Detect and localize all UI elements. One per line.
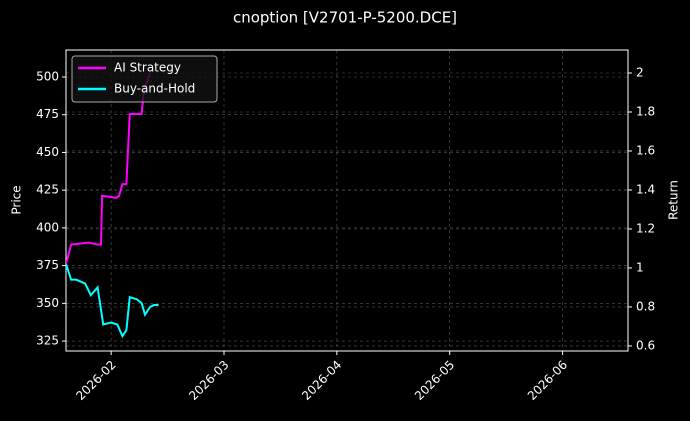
legend-label: Buy-and-Hold [114, 82, 195, 96]
chart-title: cnoption [V2701-P-5200.DCE] [233, 9, 457, 27]
y-tick-label: 450 [36, 145, 59, 159]
y-tick-label: 425 [36, 183, 59, 197]
y-tick-label: 375 [36, 258, 59, 272]
x-tick-label: 2026-05 [412, 358, 457, 403]
legend-box [71, 55, 218, 103]
y-tick-label: 500 [36, 70, 59, 84]
x-tick-label: 2026-02 [73, 358, 118, 403]
y2-tick-label: 1.8 [636, 104, 655, 118]
y2-tick-label: 1.6 [636, 143, 655, 157]
y2-tick-label: 0.6 [636, 338, 655, 352]
x-tick-label: 2026-04 [299, 358, 344, 403]
y2-axis-label: Return [667, 180, 681, 220]
series-line [66, 72, 152, 265]
x-tick-label: 2026-03 [186, 358, 231, 403]
y-axis-label: Price [10, 185, 24, 214]
y2-tick-label: 1.2 [636, 221, 655, 235]
legend-label: AI Strategy [114, 61, 181, 75]
y2-tick-label: 2 [636, 66, 644, 80]
y2-tick-label: 1.4 [636, 182, 655, 196]
y-tick-label: 325 [36, 334, 59, 348]
x-tick-label: 2026-06 [525, 358, 570, 403]
y-tick-label: 350 [36, 296, 59, 310]
y-tick-label: 475 [36, 107, 59, 121]
series-line [66, 263, 159, 339]
y2-tick-label: 1 [636, 260, 644, 274]
y-tick-label: 400 [36, 220, 59, 234]
plot-frame [65, 49, 629, 352]
y2-tick-label: 0.8 [636, 299, 655, 313]
